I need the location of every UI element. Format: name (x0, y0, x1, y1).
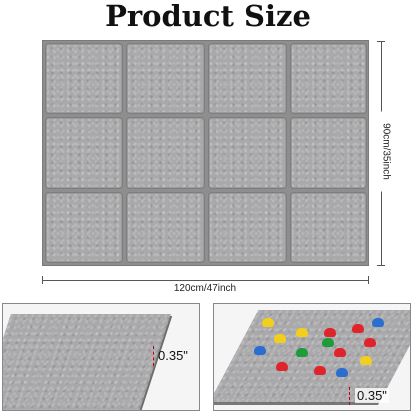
yellow-pushpin (296, 328, 308, 337)
red-pushpin (324, 328, 336, 337)
blue-pushpin (336, 368, 348, 377)
width-dimension-line (42, 280, 369, 281)
thickness-marker (349, 387, 350, 405)
felt-tile (46, 193, 122, 262)
height-dimension-tick-bottom (377, 265, 385, 266)
thickness-marker (153, 346, 154, 366)
felt-tile (127, 193, 204, 262)
red-pushpin (364, 338, 376, 347)
width-dimension-label: 120cm/47inch (173, 283, 237, 294)
felt-sheet-corner (3, 314, 171, 410)
red-pushpin (334, 348, 346, 357)
yellow-pushpin (360, 356, 372, 365)
yellow-pushpin (262, 318, 274, 327)
felt-tile (46, 44, 122, 113)
pushpin-detail-panel: 0.35" (213, 303, 411, 411)
page-title: Product Size (105, 0, 311, 33)
felt-tile (291, 44, 366, 113)
felt-tile (291, 193, 366, 262)
yellow-pushpin (274, 334, 286, 343)
green-pushpin (322, 338, 334, 347)
felt-tile (127, 118, 204, 188)
felt-tile (291, 118, 366, 188)
height-dimension-label: 90cm/35inch (380, 111, 392, 192)
red-pushpin (352, 324, 364, 333)
red-pushpin (276, 362, 288, 371)
felt-tile (127, 44, 204, 113)
felt-tile (46, 118, 122, 188)
felt-tile (209, 118, 286, 188)
felt-tile-grid (42, 40, 369, 266)
thickness-label: 0.35" (355, 388, 389, 403)
felt-tile (209, 193, 286, 262)
width-dimension-tick-left (42, 276, 43, 284)
height-dimension-tick-top (377, 41, 385, 42)
green-pushpin (296, 348, 308, 357)
felt-tile (209, 44, 286, 113)
thickness-detail-panel: 0.35" (2, 303, 200, 411)
blue-pushpin (372, 318, 384, 327)
red-pushpin (314, 366, 326, 375)
thickness-label: 0.35" (158, 348, 188, 363)
blue-pushpin (254, 346, 266, 355)
width-dimension-tick-right (368, 276, 369, 284)
